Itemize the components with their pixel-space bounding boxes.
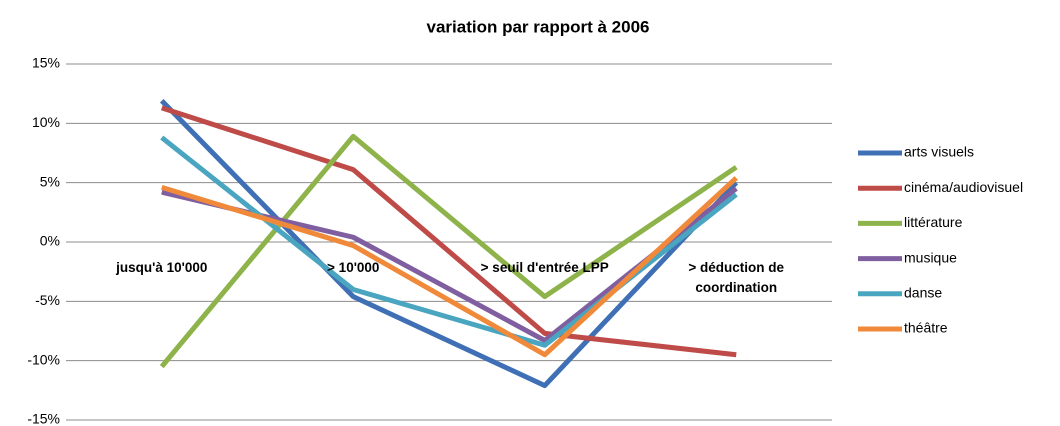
y-tick-label: -15% [27,411,60,426]
series-line [159,99,739,389]
legend-label: cinéma/audiovisuel [904,179,1023,195]
legend-label: théâtre [904,320,948,336]
legend-label: littérature [904,214,963,230]
y-tick-label: 5% [40,173,60,189]
legend-label: danse [904,285,942,301]
y-tick-label: 15% [32,55,60,71]
series-line [159,133,738,369]
chart-title: variation par rapport à 2006 [427,17,650,36]
series-line [161,176,738,358]
x-tick-label: jusqu'à 10'000 [116,260,208,275]
x-tick-label: > 10'000 [327,260,380,275]
series-line [160,135,738,348]
y-tick-label: -10% [27,351,60,367]
y-tick-label: 0% [40,233,60,249]
y-tick-label: 10% [32,114,60,130]
legend-label: arts visuels [904,144,974,160]
legend-label: musique [904,249,957,265]
x-tick-label: > seuil d'entrée LPP [480,260,609,275]
series-line [160,105,737,358]
x-tick-label: > déduction de coordination [688,260,785,295]
y-tick-label: -5% [35,292,60,308]
